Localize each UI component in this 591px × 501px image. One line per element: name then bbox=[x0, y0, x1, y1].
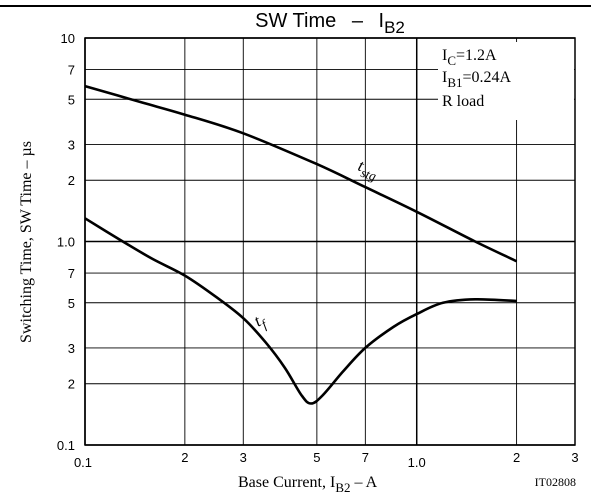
series-line-tf bbox=[84, 217, 517, 405]
y-tick-label: 3 bbox=[68, 137, 75, 152]
y-tick-label: 3 bbox=[68, 341, 75, 356]
y-tick-label: 7 bbox=[68, 266, 75, 281]
y-tick-label: 5 bbox=[68, 92, 75, 107]
condition-ib1-sub: B1 bbox=[447, 75, 462, 90]
x-tick-labels: 0.1 2 3 5 7 1.0 2 3 bbox=[74, 450, 579, 470]
x-axis-label: Base Current, IB2 – A bbox=[238, 474, 378, 495]
chart-title: SW Time – IB2 bbox=[255, 10, 405, 37]
x-tick-label: 1.0 bbox=[408, 455, 426, 470]
y-tick-label: 5 bbox=[68, 296, 75, 311]
y-tick-label: 1.0 bbox=[57, 235, 75, 250]
series-line-tstg bbox=[84, 84, 518, 263]
series-label-tstg: tstg bbox=[355, 156, 382, 184]
condition-ib1-base: I bbox=[442, 69, 447, 86]
x-tick-label: 2 bbox=[181, 450, 188, 465]
condition-ic: IC=1.2A bbox=[442, 47, 497, 68]
condition-ib1: IB1=0.24A bbox=[442, 69, 512, 90]
y-tick-label: 10 bbox=[61, 31, 75, 46]
condition-ic-sub: C bbox=[447, 53, 456, 68]
x-axis-label-prefix: Base Current, I bbox=[238, 474, 335, 491]
x-tick-label: 0.1 bbox=[74, 455, 92, 470]
condition-ib1-value: =0.24A bbox=[463, 69, 512, 86]
plot-frame bbox=[84, 37, 576, 446]
x-tick-label: 3 bbox=[571, 450, 578, 465]
condition-ic-base: I bbox=[442, 47, 447, 64]
figure-id: IT02808 bbox=[535, 475, 576, 489]
condition-ic-value: =1.2A bbox=[456, 47, 497, 64]
chart-title-quantity-sub: B2 bbox=[384, 18, 405, 37]
x-tick-label: 7 bbox=[362, 450, 369, 465]
condition-r-load: R load bbox=[442, 93, 484, 110]
y-tick-label: 2 bbox=[68, 173, 75, 188]
x-axis-label-sub: B2 bbox=[335, 480, 350, 495]
y-tick-label: 0.1 bbox=[57, 438, 75, 453]
y-axis-label: Switching Time, SW Time – µs bbox=[18, 141, 35, 343]
conditions-box: IC=1.2A IB1=0.24A R load bbox=[442, 47, 512, 110]
series-label-tstg-sub: stg bbox=[359, 165, 379, 184]
series-label-tstg-base: t bbox=[356, 156, 368, 176]
chart-title-quantity: I bbox=[379, 10, 385, 32]
y-tick-label: 7 bbox=[68, 63, 75, 78]
x-tick-label: 5 bbox=[313, 450, 320, 465]
y-tick-labels: 0.1 2 3 5 7 1.0 2 3 5 7 10 bbox=[57, 31, 75, 453]
y-tick-label: 2 bbox=[68, 377, 75, 392]
chart-title-sep: – bbox=[352, 10, 364, 32]
chart-title-text: SW Time bbox=[255, 10, 336, 32]
x-axis-label-suffix: – A bbox=[350, 474, 377, 491]
conditions-box-bg bbox=[438, 42, 574, 120]
x-tick-label: 2 bbox=[513, 450, 520, 465]
x-tick-label: 3 bbox=[240, 450, 247, 465]
